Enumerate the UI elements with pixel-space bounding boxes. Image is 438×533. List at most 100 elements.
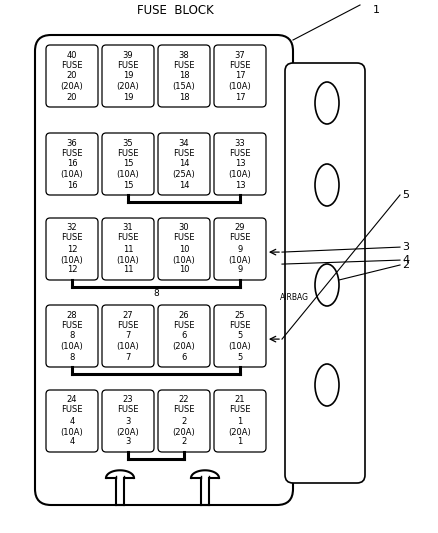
FancyBboxPatch shape: [158, 133, 210, 195]
FancyBboxPatch shape: [102, 390, 154, 452]
Text: 22: 22: [179, 395, 189, 405]
Text: 39: 39: [123, 51, 133, 60]
Text: 35: 35: [123, 139, 133, 148]
FancyBboxPatch shape: [46, 390, 98, 452]
FancyBboxPatch shape: [102, 218, 154, 280]
Text: (10A): (10A): [229, 255, 251, 264]
Text: 1: 1: [373, 5, 380, 15]
Text: 33: 33: [235, 139, 245, 148]
Text: FUSE: FUSE: [61, 406, 83, 415]
Text: (20A): (20A): [173, 343, 195, 351]
Text: (20A): (20A): [117, 427, 139, 437]
Polygon shape: [191, 470, 219, 478]
Text: 32: 32: [67, 223, 78, 232]
Text: 2: 2: [181, 416, 187, 425]
Text: 14: 14: [179, 159, 189, 168]
Ellipse shape: [315, 264, 339, 306]
Text: FUSE: FUSE: [229, 233, 251, 243]
Text: 23: 23: [123, 395, 133, 405]
Text: (10A): (10A): [117, 171, 139, 180]
FancyBboxPatch shape: [214, 133, 266, 195]
FancyBboxPatch shape: [46, 218, 98, 280]
Text: FUSE: FUSE: [61, 61, 83, 69]
Text: FUSE: FUSE: [61, 320, 83, 329]
Text: FUSE: FUSE: [117, 61, 139, 69]
FancyBboxPatch shape: [102, 133, 154, 195]
Text: 19: 19: [123, 93, 133, 101]
Text: 28: 28: [67, 311, 78, 319]
Text: 1: 1: [237, 438, 243, 447]
Polygon shape: [106, 470, 134, 478]
Ellipse shape: [315, 82, 339, 124]
FancyBboxPatch shape: [102, 45, 154, 107]
Text: FUSE: FUSE: [61, 149, 83, 157]
Text: (20A): (20A): [60, 83, 83, 92]
FancyBboxPatch shape: [46, 45, 98, 107]
Text: 15: 15: [123, 181, 133, 190]
Text: 36: 36: [67, 139, 78, 148]
Text: (20A): (20A): [117, 83, 139, 92]
Text: 24: 24: [67, 395, 77, 405]
Text: 8: 8: [153, 289, 159, 298]
Text: 16: 16: [67, 181, 78, 190]
FancyBboxPatch shape: [46, 133, 98, 195]
Text: 26: 26: [179, 311, 189, 319]
Text: 12: 12: [67, 265, 77, 274]
Text: FUSE: FUSE: [173, 406, 195, 415]
Text: (10A): (10A): [117, 255, 139, 264]
Text: 11: 11: [123, 245, 133, 254]
Text: (10A): (10A): [60, 171, 83, 180]
FancyBboxPatch shape: [158, 305, 210, 367]
Text: (10A): (10A): [173, 255, 195, 264]
Text: 15: 15: [123, 159, 133, 168]
Text: 5: 5: [237, 352, 243, 361]
FancyBboxPatch shape: [285, 63, 365, 483]
Text: 17: 17: [235, 71, 245, 80]
Text: FUSE  BLOCK: FUSE BLOCK: [137, 4, 213, 18]
Text: 13: 13: [235, 159, 245, 168]
Text: 5: 5: [237, 332, 243, 341]
Text: FUSE: FUSE: [173, 149, 195, 157]
Text: 7: 7: [125, 332, 131, 341]
Text: (10A): (10A): [117, 343, 139, 351]
Text: FUSE: FUSE: [173, 233, 195, 243]
Text: 12: 12: [67, 245, 77, 254]
FancyBboxPatch shape: [46, 305, 98, 367]
Text: 31: 31: [123, 223, 133, 232]
Text: 18: 18: [179, 71, 189, 80]
Text: (10A): (10A): [229, 83, 251, 92]
Text: 18: 18: [179, 93, 189, 101]
FancyBboxPatch shape: [214, 218, 266, 280]
Text: 25: 25: [235, 311, 245, 319]
Text: 8: 8: [69, 352, 75, 361]
Text: 17: 17: [235, 93, 245, 101]
FancyBboxPatch shape: [35, 35, 293, 505]
Text: 4: 4: [69, 416, 74, 425]
Text: FUSE: FUSE: [229, 406, 251, 415]
FancyBboxPatch shape: [214, 305, 266, 367]
Text: 10: 10: [179, 245, 189, 254]
Ellipse shape: [315, 164, 339, 206]
Text: (25A): (25A): [173, 171, 195, 180]
Text: 9: 9: [237, 245, 243, 254]
Text: 2: 2: [402, 260, 409, 270]
Text: FUSE: FUSE: [117, 320, 139, 329]
Text: (10A): (10A): [229, 343, 251, 351]
Text: 27: 27: [123, 311, 133, 319]
Text: FUSE: FUSE: [229, 320, 251, 329]
Text: (10A): (10A): [60, 427, 83, 437]
Text: FUSE: FUSE: [229, 61, 251, 69]
Text: 11: 11: [123, 265, 133, 274]
Text: 4: 4: [402, 255, 409, 265]
FancyBboxPatch shape: [158, 218, 210, 280]
Text: (15A): (15A): [173, 83, 195, 92]
Text: 10: 10: [179, 265, 189, 274]
Text: 9: 9: [237, 265, 243, 274]
Text: 34: 34: [179, 139, 189, 148]
Text: 3: 3: [402, 242, 409, 252]
Text: 1: 1: [237, 416, 243, 425]
Text: (10A): (10A): [229, 171, 251, 180]
Text: 29: 29: [235, 223, 245, 232]
Text: 5: 5: [402, 190, 409, 200]
Text: 16: 16: [67, 159, 78, 168]
